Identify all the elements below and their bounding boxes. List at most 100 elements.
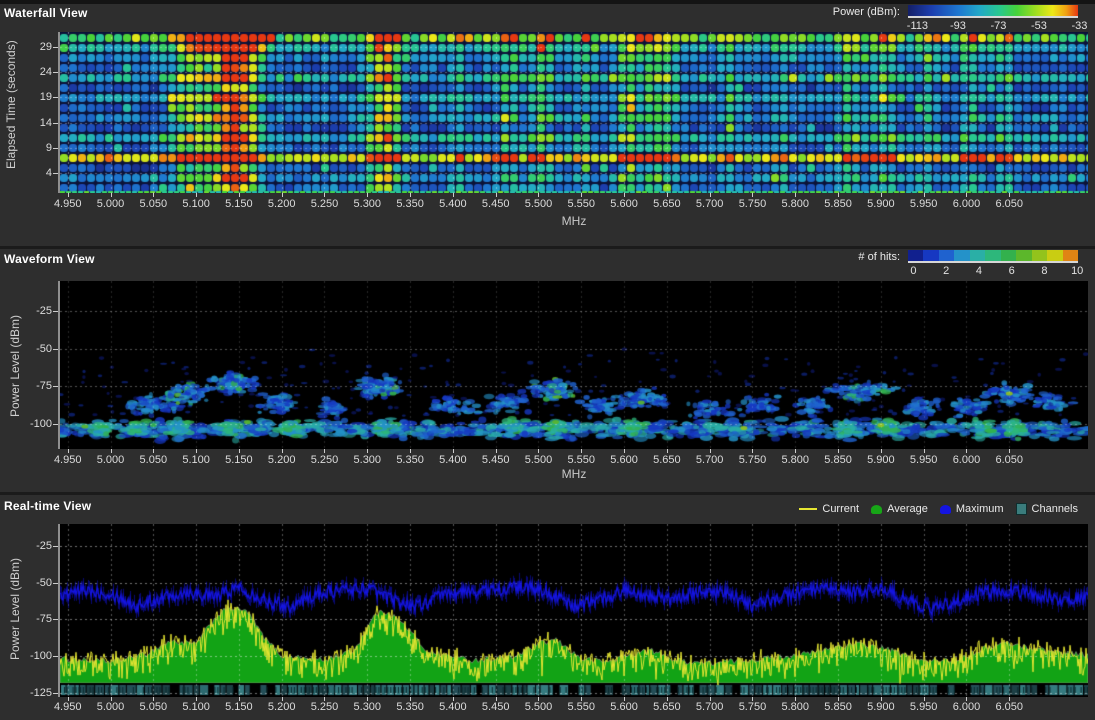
x-axis-tick-label: 5.800 <box>772 454 818 466</box>
x-axis-tick-mark <box>624 697 625 701</box>
x-axis-tick-label: 5.050 <box>130 198 176 210</box>
y-axis-tick-mark <box>53 619 58 620</box>
x-axis-tick-label: 5.450 <box>473 198 519 210</box>
x-axis-tick-mark <box>410 193 411 197</box>
x-axis-tick-mark <box>838 697 839 701</box>
x-axis-tick-label: 5.350 <box>387 701 433 713</box>
x-axis-tick-mark <box>196 193 197 197</box>
y-axis-tick-mark <box>53 583 58 584</box>
x-axis-tick-mark <box>496 697 497 701</box>
y-axis-tick-mark <box>53 47 58 48</box>
x-axis-tick-label: 5.350 <box>387 198 433 210</box>
x-axis-tick-label: 5.950 <box>901 701 947 713</box>
hits-colorbar-swatches <box>908 250 1078 263</box>
x-axis-tick-label: 5.150 <box>216 454 262 466</box>
power-colorbar-label: Power (dBm): <box>790 6 900 18</box>
hits-swatch <box>1047 250 1062 261</box>
x-axis-tick-label: 5.250 <box>301 701 347 713</box>
y-axis-tick-mark <box>53 72 58 73</box>
x-axis-tick-mark <box>282 193 283 197</box>
x-axis-tick-mark <box>881 193 882 197</box>
hits-swatch <box>1063 250 1078 261</box>
x-axis-tick-mark <box>924 449 925 453</box>
x-axis-tick-label: 5.550 <box>558 701 604 713</box>
waveform-ylabel: Power Level (dBm) <box>8 311 22 421</box>
y-axis-tick-mark <box>53 123 58 124</box>
x-axis-tick-mark <box>924 697 925 701</box>
x-axis-tick-label: 5.200 <box>259 701 305 713</box>
x-axis-tick-label: 6.000 <box>943 454 989 466</box>
hits-swatch <box>954 250 969 261</box>
x-axis-tick-mark <box>624 449 625 453</box>
x-axis-tick-mark <box>624 193 625 197</box>
x-axis-tick-mark <box>710 449 711 453</box>
spectrum-analyzer-screen: Waterfall View Power (dBm): -113-93-73-5… <box>0 0 1095 720</box>
x-axis-tick-mark <box>667 697 668 701</box>
legend-item-current: Current <box>799 503 859 515</box>
y-axis-tick-label: 4 <box>18 167 52 179</box>
hits-swatch <box>1032 250 1047 261</box>
x-axis-tick-label: 5.900 <box>858 701 904 713</box>
x-axis-tick-label: 5.650 <box>644 701 690 713</box>
x-axis-tick-label: 5.250 <box>301 454 347 466</box>
x-axis-tick-mark <box>111 697 112 701</box>
y-axis-tick-label: -125 <box>18 687 52 699</box>
x-axis-tick-label: 5.150 <box>216 198 262 210</box>
x-axis-tick-mark <box>838 193 839 197</box>
x-axis-tick-label: 5.700 <box>687 198 733 210</box>
y-axis-tick-label: 19 <box>18 91 52 103</box>
x-axis-tick-mark <box>538 697 539 701</box>
power-colorbar-gradient <box>908 5 1078 18</box>
y-axis-tick-mark <box>53 148 58 149</box>
x-axis-tick-label: 5.900 <box>858 198 904 210</box>
y-axis-tick-label: -50 <box>18 577 52 589</box>
x-axis-tick-label: 5.850 <box>815 701 861 713</box>
y-axis-tick-mark <box>53 97 58 98</box>
x-axis-tick-mark <box>68 697 69 701</box>
colorbar-tick-label: 2 <box>943 265 949 277</box>
x-axis-tick-mark <box>667 449 668 453</box>
x-axis-tick-label: 5.000 <box>88 198 134 210</box>
hits-swatch <box>1016 250 1031 261</box>
x-axis-tick-label: 5.400 <box>430 701 476 713</box>
y-axis-tick-label: -100 <box>18 650 52 662</box>
x-axis-tick-label: 5.200 <box>259 198 305 210</box>
x-axis-tick-mark <box>881 449 882 453</box>
x-axis-tick-label: 5.150 <box>216 701 262 713</box>
x-axis-tick-mark <box>282 449 283 453</box>
colorbar-tick-label: 0 <box>910 265 916 277</box>
hits-swatch <box>908 250 923 261</box>
x-axis-tick-label: 5.850 <box>815 198 861 210</box>
power-colorbar-ticks: -113-93-73-53-33 <box>903 20 1083 32</box>
y-axis-tick-mark <box>53 386 58 387</box>
x-axis-tick-label: 5.600 <box>601 454 647 466</box>
waterfall-xlabel: MHz <box>534 214 614 228</box>
x-axis-tick-mark <box>239 697 240 701</box>
x-axis-tick-label: 4.950 <box>45 454 91 466</box>
x-axis-tick-label: 5.750 <box>729 701 775 713</box>
x-axis-tick-label: 6.050 <box>986 198 1032 210</box>
x-axis-tick-label: 5.800 <box>772 701 818 713</box>
x-axis-tick-label: 5.850 <box>815 454 861 466</box>
x-axis-tick-label: 5.400 <box>430 198 476 210</box>
colorbar-tick-label: -113 <box>907 20 928 32</box>
x-axis-tick-label: 5.550 <box>558 454 604 466</box>
colorbar-tick-label: -53 <box>1031 20 1047 32</box>
x-axis-tick-mark <box>1009 449 1010 453</box>
x-axis-tick-label: 5.000 <box>88 701 134 713</box>
hits-colorbar-ticks: 0246810 <box>908 265 1088 277</box>
y-axis-tick-mark <box>53 173 58 174</box>
x-axis-tick-label: 5.800 <box>772 198 818 210</box>
x-axis-tick-mark <box>282 697 283 701</box>
x-axis-tick-label: 5.450 <box>473 454 519 466</box>
x-axis-tick-mark <box>68 449 69 453</box>
x-axis-tick-mark <box>1009 193 1010 197</box>
x-axis-tick-label: 6.000 <box>943 701 989 713</box>
x-axis-tick-mark <box>367 449 368 453</box>
average-blob-icon <box>871 505 882 514</box>
x-axis-tick-label: 5.550 <box>558 198 604 210</box>
legend-item-average: Average <box>871 503 928 515</box>
panel-separator <box>0 246 1095 249</box>
y-axis-tick-label: 9 <box>18 142 52 154</box>
hits-swatch <box>939 250 954 261</box>
